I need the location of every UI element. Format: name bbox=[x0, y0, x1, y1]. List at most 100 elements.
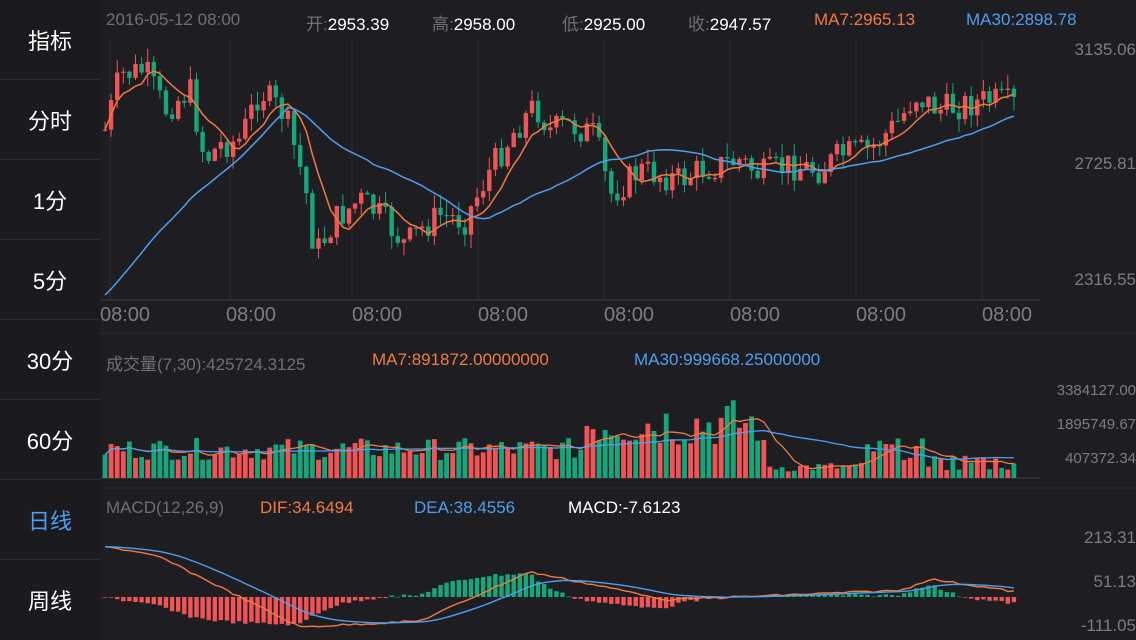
volume-bar bbox=[724, 405, 730, 478]
sidebar-item-indicators[interactable]: 指标 bbox=[0, 0, 100, 80]
volume-bar bbox=[956, 469, 962, 478]
volume-bar bbox=[779, 467, 785, 478]
ma30-label: MA30: bbox=[966, 10, 1016, 29]
volume-bar bbox=[303, 445, 309, 478]
ma7-value: 2965.13 bbox=[853, 10, 916, 29]
macd-histogram-bar bbox=[163, 597, 169, 608]
low-value: 2925.00 bbox=[583, 15, 646, 34]
x-tick-label: 08:00 bbox=[730, 304, 781, 326]
candle-body bbox=[908, 111, 913, 114]
sidebar-item-1min[interactable]: 1分 bbox=[0, 160, 100, 240]
candle-body bbox=[487, 169, 492, 192]
candle-body bbox=[298, 145, 303, 167]
volume-bar bbox=[877, 440, 883, 478]
macd-histogram-bar bbox=[505, 574, 510, 597]
volume-bar bbox=[804, 465, 809, 478]
macd-histogram-bar bbox=[810, 595, 815, 597]
sidebar-item-30min[interactable]: 30分 bbox=[0, 320, 100, 400]
macd-histogram-bar bbox=[609, 597, 614, 604]
macd-histogram-bar bbox=[188, 597, 193, 618]
ma7-label: MA7: bbox=[814, 10, 854, 29]
volume-bar bbox=[889, 444, 895, 478]
macd-histogram-bar bbox=[237, 597, 242, 622]
macd-histogram-bar bbox=[115, 597, 120, 600]
macd-histogram-bar bbox=[865, 594, 870, 597]
volume-bar bbox=[456, 441, 462, 478]
volume-bar bbox=[377, 456, 382, 478]
volume-bar bbox=[1005, 469, 1011, 478]
candle-body bbox=[535, 100, 541, 123]
sidebar-item-daily[interactable]: 日线 bbox=[0, 480, 100, 560]
volume-bar bbox=[261, 459, 266, 478]
candle-body bbox=[676, 168, 681, 174]
macd-histogram-bar bbox=[938, 589, 943, 597]
macd-histogram-bar bbox=[828, 594, 834, 597]
macd-histogram-bar bbox=[981, 597, 986, 600]
sidebar-item-weekly[interactable]: 周线 bbox=[27, 589, 72, 614]
macd-histogram-bar bbox=[822, 594, 827, 597]
macd-histogram-bar bbox=[285, 597, 291, 626]
volume-bar bbox=[127, 441, 132, 478]
macd-histogram-bar bbox=[121, 597, 126, 602]
candle-body bbox=[102, 129, 108, 131]
sidebar-item-60min[interactable]: 60分 bbox=[0, 400, 100, 480]
macd-histogram-bar bbox=[847, 594, 852, 597]
candle-body bbox=[438, 207, 443, 216]
macd-histogram-bar bbox=[133, 597, 138, 602]
candle-body bbox=[956, 112, 962, 120]
candle-body bbox=[694, 160, 699, 179]
candle-body bbox=[865, 139, 870, 148]
macd-histogram-bar bbox=[438, 584, 443, 597]
volume-bar bbox=[529, 441, 535, 478]
volume-ma30-value: 999668.25000000 bbox=[683, 350, 821, 369]
volume-bar bbox=[212, 455, 218, 478]
candle-body bbox=[657, 177, 663, 183]
macd-histogram-bar bbox=[517, 573, 522, 597]
macd-histogram-bar bbox=[639, 597, 644, 608]
volume-bar bbox=[364, 440, 370, 478]
candle-body bbox=[322, 238, 327, 244]
candle-body bbox=[285, 110, 291, 120]
volume-bar bbox=[425, 439, 431, 478]
candle-body bbox=[316, 238, 321, 249]
macd-histogram-bar bbox=[853, 593, 858, 597]
volume-bar bbox=[444, 453, 449, 478]
macd-readout: MACD:-7.6123 bbox=[568, 498, 680, 518]
candle-body bbox=[944, 93, 949, 110]
volume-y-tick-mid: 1895749.67 bbox=[1056, 416, 1136, 433]
candle-body bbox=[346, 208, 352, 224]
candle-body bbox=[938, 109, 943, 114]
candle-body bbox=[871, 145, 876, 148]
volume-bar bbox=[554, 459, 559, 478]
candle-body bbox=[627, 166, 632, 198]
macd-histogram-bar bbox=[420, 593, 425, 597]
candle-body bbox=[962, 96, 968, 120]
sidebar-item-timeshare[interactable]: 分时 bbox=[0, 80, 100, 160]
volume-bar bbox=[578, 449, 584, 478]
macd-histogram-bar bbox=[474, 578, 480, 597]
candle-body bbox=[127, 71, 132, 78]
sidebar-item-5min[interactable]: 5分 bbox=[0, 240, 100, 320]
volume-bar bbox=[267, 447, 273, 478]
candle-body bbox=[243, 118, 248, 139]
volume-bar bbox=[163, 445, 169, 478]
candle-body bbox=[718, 157, 724, 178]
macd-histogram-bar bbox=[523, 573, 529, 597]
volume-bar bbox=[120, 451, 126, 478]
volume-bar bbox=[413, 454, 419, 478]
macd-histogram-bar bbox=[450, 581, 455, 597]
volume-bar bbox=[859, 462, 864, 478]
volume-bar bbox=[840, 465, 846, 478]
macd-histogram-bar bbox=[682, 597, 687, 602]
macd-histogram-bar bbox=[176, 597, 181, 612]
kline-chart[interactable] bbox=[100, 0, 1136, 640]
candle-body bbox=[901, 113, 907, 121]
macd-histogram-bar bbox=[548, 588, 553, 597]
macd-histogram-bar bbox=[413, 595, 419, 597]
candle-body bbox=[743, 158, 748, 160]
volume-bar bbox=[480, 452, 486, 478]
volume-bar bbox=[785, 471, 791, 478]
volume-bar bbox=[968, 462, 974, 478]
volume-bar bbox=[999, 467, 1005, 478]
volume-bar bbox=[535, 443, 541, 478]
